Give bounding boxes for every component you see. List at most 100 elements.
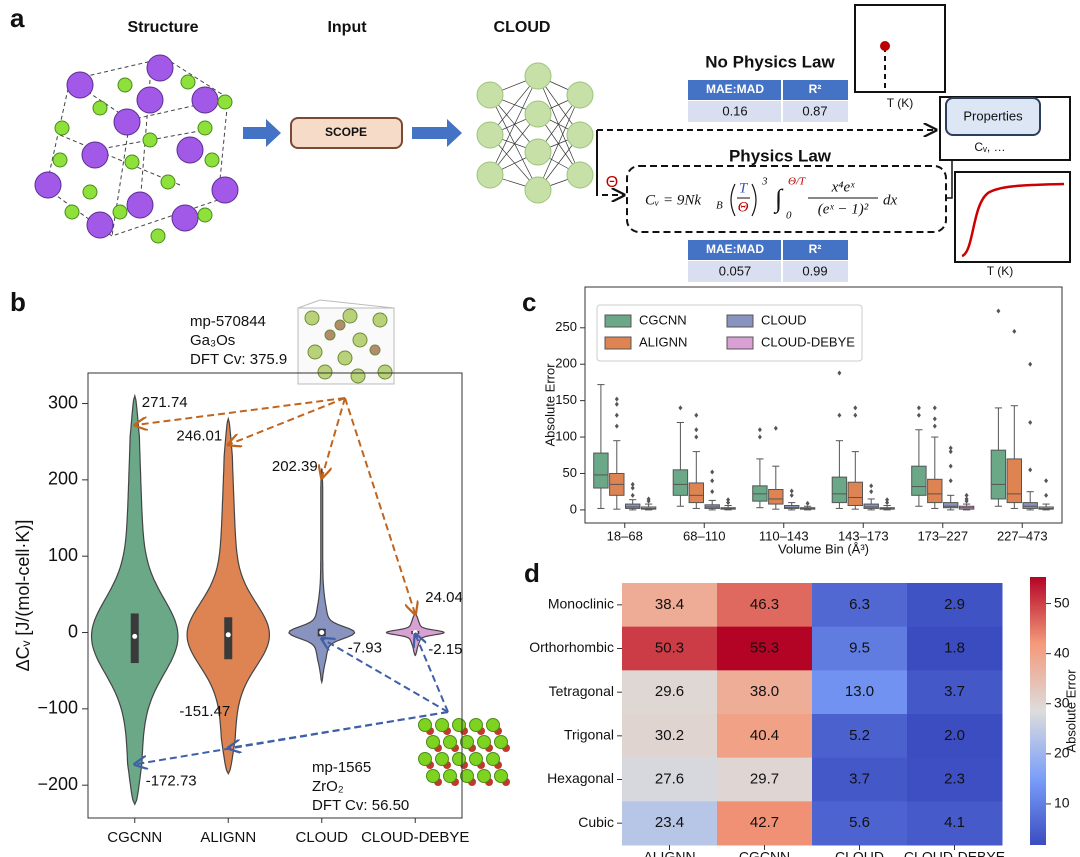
properties-box xyxy=(945,97,1041,136)
net-node xyxy=(476,161,504,189)
outlier xyxy=(694,434,699,440)
net-node xyxy=(566,121,594,149)
legend-swatch xyxy=(604,314,632,328)
material-id: mp-1565 xyxy=(312,759,371,776)
cell-label: 3.7 xyxy=(849,770,870,787)
atom-large xyxy=(34,171,62,199)
molecule-atom xyxy=(494,735,508,749)
mini-plot xyxy=(854,4,946,93)
table-header-cell: R² xyxy=(809,82,822,96)
material-dft: DFT Cv: 375.9 xyxy=(190,351,287,368)
outlier xyxy=(646,496,651,502)
highlight-label: 24.04 xyxy=(425,589,463,606)
outlier xyxy=(869,489,874,495)
net-node xyxy=(566,161,594,189)
formula-part: Θ xyxy=(738,199,749,215)
box-title: Physics Law xyxy=(729,146,832,165)
row-label: Cubic xyxy=(578,814,614,830)
table-header-cell: MAE:MAD xyxy=(706,82,764,96)
outlier xyxy=(630,481,635,487)
panel-label: d xyxy=(524,558,540,588)
highlight-label: -151.47 xyxy=(179,703,230,720)
box xyxy=(672,469,689,496)
outlier xyxy=(614,412,619,418)
net-node xyxy=(476,121,504,149)
formula-paren xyxy=(730,183,736,217)
atom-large xyxy=(176,136,204,164)
cell-label: 46.3 xyxy=(750,596,779,613)
heat-cell xyxy=(907,583,1003,628)
material-formula: Ga₃Os xyxy=(190,332,235,349)
formula-part: Cᵥ = 9Nk xyxy=(645,192,701,208)
structure-edge xyxy=(45,79,71,189)
panel-label: b xyxy=(10,287,26,317)
cell-label: 4.1 xyxy=(944,814,965,831)
heat-cell xyxy=(907,801,1003,846)
table-cell: 0.16 xyxy=(722,103,747,118)
formula-part: ∫ xyxy=(773,184,784,214)
atom-small xyxy=(52,152,68,168)
x-tick-label: CGCNN xyxy=(107,829,162,846)
y-tick-label: 100 xyxy=(555,428,577,443)
molecule-atom xyxy=(334,319,346,331)
heat-cell xyxy=(717,583,813,628)
molecule-atom xyxy=(372,312,388,328)
table-row xyxy=(688,101,848,122)
outlier xyxy=(630,485,635,491)
outlier xyxy=(948,449,953,455)
cell-label: 30.2 xyxy=(655,727,684,744)
row-label: Tetragonal xyxy=(549,683,614,699)
violin xyxy=(288,468,356,685)
crystal-structure xyxy=(34,54,239,244)
cell-label: 55.3 xyxy=(750,639,779,656)
molecule-atom xyxy=(486,752,500,766)
heat-cell xyxy=(812,626,908,671)
outlier xyxy=(614,401,619,407)
colorbar-tick-label: 10 xyxy=(1054,795,1070,811)
heat-cell xyxy=(907,714,1003,759)
box xyxy=(847,481,863,507)
cell-label: 40.4 xyxy=(750,727,779,744)
input-box xyxy=(290,117,403,149)
heat-cell xyxy=(622,714,718,759)
molecule-atom xyxy=(477,735,491,749)
mini-plot-xlabel: T (K) xyxy=(887,96,913,110)
heat-cell xyxy=(717,626,813,671)
structure-edge xyxy=(111,119,131,237)
outlier xyxy=(885,497,890,503)
x-tick-label: ALIGNN xyxy=(200,829,256,846)
outlier xyxy=(1028,361,1033,367)
legend-label: CLOUD-DEBYE xyxy=(761,334,855,349)
heat-cell xyxy=(717,670,813,715)
plot-frame xyxy=(584,286,1063,524)
outlier xyxy=(948,478,953,484)
atom-large xyxy=(211,176,239,204)
outlier xyxy=(837,370,842,376)
x-tick-label: 110–143 xyxy=(759,528,809,543)
heat-cell xyxy=(812,583,908,628)
heat-cell xyxy=(812,801,908,846)
box xyxy=(863,503,879,509)
violin-median xyxy=(412,630,418,636)
section-title: Structure xyxy=(127,19,198,36)
outlier xyxy=(932,423,937,429)
y-tick-label: 0 xyxy=(570,501,577,516)
net-node xyxy=(524,138,552,166)
molecule-ga3os xyxy=(297,299,395,385)
molecule-atom xyxy=(435,752,449,766)
cell-label: 27.6 xyxy=(655,770,684,787)
net-node xyxy=(476,81,504,109)
formula-part: Θ/T xyxy=(788,176,806,188)
heat-cell xyxy=(812,714,908,759)
molecule-atom xyxy=(369,344,381,356)
highlight-arrow xyxy=(135,397,346,425)
heat-cell xyxy=(717,714,813,759)
outlier xyxy=(948,445,953,451)
box xyxy=(1022,502,1038,509)
cell-label: 50.3 xyxy=(655,639,684,656)
heat-cell xyxy=(812,757,908,802)
cell-label: 1.8 xyxy=(944,639,965,656)
outlier xyxy=(916,405,921,411)
